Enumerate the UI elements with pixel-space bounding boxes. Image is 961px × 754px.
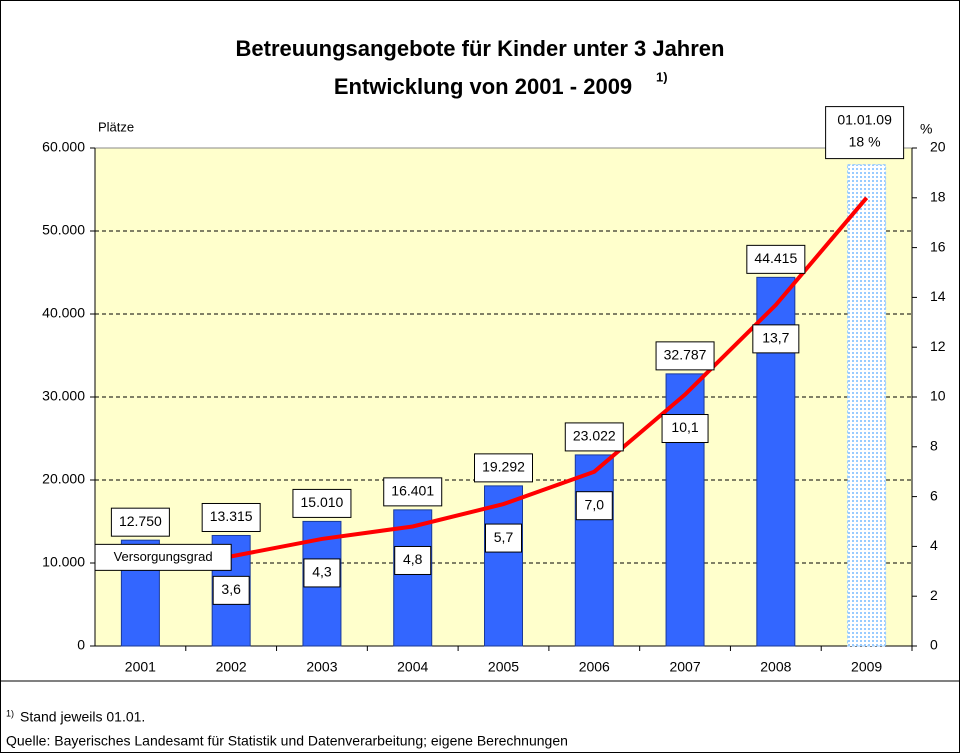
- x-tick-label: 2009: [851, 659, 882, 675]
- line-value-label: 4,8: [403, 551, 423, 567]
- line: [230, 196, 869, 559]
- line-value-label: 3,6: [221, 581, 241, 597]
- value-label: 23.022: [573, 428, 616, 444]
- value-label-box: [383, 477, 443, 507]
- y2-axis-label: %: [920, 121, 932, 137]
- x-tick-label: 2002: [216, 659, 247, 675]
- y2-tick-label: 16: [930, 238, 946, 254]
- y2-tick-label: 2: [930, 587, 938, 603]
- x-tick-label: 2005: [488, 659, 519, 675]
- value-label: 44.415: [754, 250, 797, 266]
- annotation: 01.01.09: [837, 111, 892, 127]
- x-tick-label: 2008: [760, 659, 791, 675]
- footnote: Stand jeweils 01.01.: [20, 709, 145, 725]
- chart-title: Betreuungsangebote für Kinder unter 3 Ja…: [236, 36, 725, 61]
- value-label-box: [201, 502, 261, 532]
- y2-tick-label: 10: [930, 388, 946, 404]
- y-tick-label: 40.000: [42, 305, 85, 321]
- line-value-label-box: [575, 491, 613, 521]
- line-value-label: 10,1: [671, 419, 698, 435]
- y-tick-label: 10.000: [42, 554, 85, 570]
- value-label: 15.010: [301, 494, 344, 510]
- line-value-label: 13,7: [762, 330, 789, 346]
- footnote-mark: 1): [6, 708, 14, 718]
- line-value-label: 7,0: [585, 496, 605, 512]
- y-tick-label: 30.000: [42, 388, 85, 404]
- line-value-label-box: [303, 558, 341, 588]
- y-tick-label: 50.000: [42, 222, 85, 238]
- source: Quelle: Bayerisches Landesamt für Statis…: [6, 733, 568, 749]
- value-label-box: [655, 341, 715, 371]
- bar: [393, 509, 433, 647]
- title-note: 1): [656, 69, 668, 84]
- value-label: 13.315: [210, 508, 253, 524]
- y2-tick-label: 12: [930, 338, 946, 354]
- line-value-label: 5,7: [494, 529, 514, 545]
- value-label: 12.750: [119, 513, 162, 529]
- x-tick-label: 2004: [397, 659, 428, 675]
- line-value-label-box: [752, 324, 800, 354]
- y-axis-label: Plätze: [98, 119, 134, 134]
- value-label-box: [746, 244, 806, 274]
- value-label-box: [110, 507, 170, 537]
- annotation: 18 %: [849, 133, 881, 149]
- y2-tick-label: 6: [930, 487, 938, 503]
- projected-bar: [847, 164, 887, 647]
- x-tick-label: 2001: [125, 659, 156, 675]
- y2-tick-label: 0: [930, 637, 938, 653]
- x-tick-label: 2006: [579, 659, 610, 675]
- series-label: Versorgungsgrad: [114, 549, 213, 564]
- value-label-box: [474, 453, 533, 483]
- chart-subtitle: Entwicklung von 2001 - 2009: [334, 74, 632, 99]
- line-value-label-box: [661, 414, 709, 444]
- y-tick-label: 20.000: [42, 471, 85, 487]
- x-tick-label: 2007: [669, 659, 700, 675]
- bar: [574, 454, 614, 647]
- bar: [484, 485, 523, 647]
- y2-tick-label: 4: [930, 537, 938, 553]
- value-label: 32.787: [664, 347, 707, 363]
- line-value-label: 4,3: [312, 564, 332, 580]
- y2-tick-label: 14: [930, 288, 946, 304]
- line-value-label-box: [212, 575, 250, 605]
- y2-tick-label: 8: [930, 438, 938, 454]
- y2-tick-label: 18: [930, 189, 946, 205]
- value-label-box: [564, 422, 624, 452]
- line-value-label-box: [485, 523, 522, 553]
- series-label-box: [94, 543, 232, 571]
- value-label-box: [292, 488, 352, 518]
- annotation-box: [825, 106, 905, 160]
- y-tick-label: 0: [77, 637, 85, 653]
- line-value-label-box: [394, 545, 432, 575]
- y2-tick-label: 20: [930, 139, 946, 155]
- value-label: 16.401: [391, 483, 434, 499]
- value-label: 19.292: [482, 459, 525, 475]
- y-tick-label: 60.000: [42, 139, 85, 155]
- x-tick-label: 2003: [306, 659, 337, 675]
